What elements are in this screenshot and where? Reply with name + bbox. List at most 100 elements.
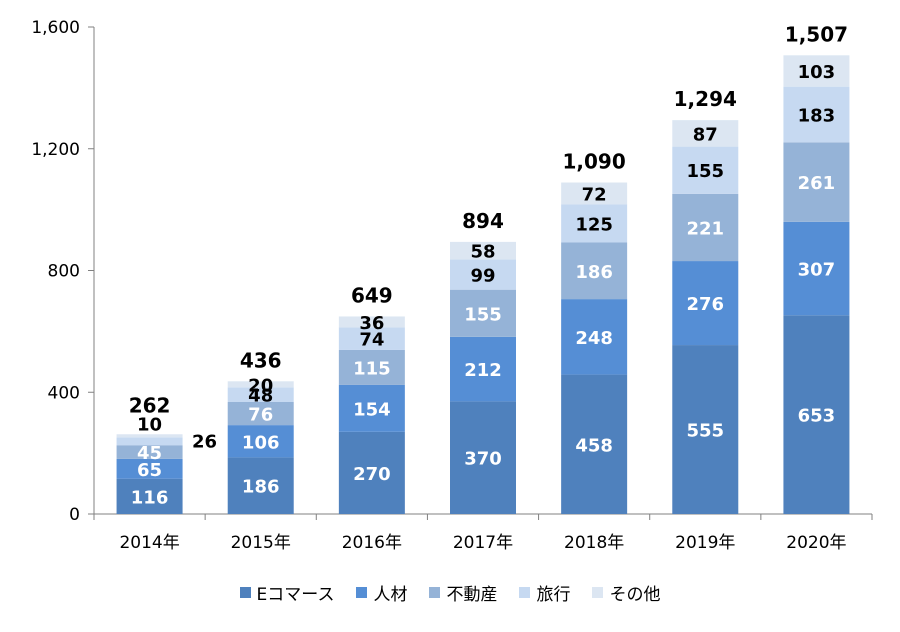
- data-label: 248: [575, 328, 613, 349]
- y-tick-label: 1,600: [31, 18, 80, 38]
- bar-segment: [116, 434, 183, 438]
- data-label: 45: [137, 443, 162, 464]
- legend-item: Eコマース: [239, 580, 334, 605]
- bar-segment: [116, 478, 183, 514]
- data-label: 26: [192, 431, 217, 452]
- data-label: 155: [686, 161, 724, 182]
- legend: Eコマース 人材 不動産 旅行 その他: [0, 578, 900, 606]
- bar-segment: [116, 458, 183, 479]
- legend-item: 人材: [356, 580, 407, 605]
- total-label: 1,090: [563, 150, 626, 174]
- y-tick-label: 400: [48, 383, 80, 403]
- legend-swatch: [592, 586, 604, 598]
- legend-label: 不動産: [446, 584, 498, 605]
- data-label: 555: [686, 421, 724, 442]
- bar-segment: [227, 381, 294, 388]
- bar-segment: [561, 374, 628, 514]
- x-tick-label: 2014年: [119, 533, 179, 553]
- data-label: 106: [242, 432, 280, 453]
- legend-label: その他: [609, 584, 661, 605]
- bar-segment: [116, 437, 183, 446]
- bar-segment: [672, 146, 739, 194]
- bar-segment: [227, 401, 294, 426]
- data-label: 58: [470, 242, 495, 263]
- data-label: 186: [242, 477, 280, 498]
- bar-segment: [338, 327, 405, 350]
- y-tick-label: 0: [69, 505, 80, 525]
- bar-segment: [338, 431, 405, 514]
- x-tick-label: 2019年: [675, 533, 735, 553]
- x-tick-label: 2015年: [231, 533, 291, 553]
- y-tick-label: 1,200: [31, 140, 80, 160]
- legend-swatch: [519, 586, 531, 598]
- bar-segment: [561, 299, 628, 375]
- bar-segment: [338, 349, 405, 385]
- legend-swatch: [429, 586, 441, 598]
- data-label: 20: [248, 375, 273, 396]
- data-label: 307: [798, 260, 836, 281]
- bar-segment: [561, 204, 628, 243]
- data-label: 458: [575, 435, 613, 456]
- x-tick-label: 2016年: [342, 533, 402, 553]
- x-tick-label: 2017年: [453, 533, 513, 553]
- bar-segment: [783, 315, 850, 514]
- bar-segment: [561, 242, 628, 300]
- total-label: 894: [462, 209, 504, 233]
- legend-swatch: [239, 586, 251, 598]
- bar-segment: [783, 55, 850, 87]
- data-label: 186: [575, 262, 613, 283]
- data-label: 65: [137, 460, 162, 481]
- data-label: 87: [693, 124, 718, 145]
- data-label: 261: [798, 173, 836, 194]
- data-label: 221: [686, 218, 724, 239]
- total-label: 1,507: [785, 22, 848, 46]
- data-label: 74: [359, 330, 384, 351]
- y-tick-label: 800: [48, 262, 80, 282]
- x-tick-label: 2018年: [564, 533, 624, 553]
- data-label: 36: [359, 313, 384, 334]
- bar-segment: [338, 316, 405, 328]
- bar-segment: [450, 401, 516, 514]
- data-label: 155: [464, 304, 502, 325]
- data-label: 276: [686, 294, 724, 315]
- data-label: 99: [470, 266, 495, 287]
- data-label: 270: [353, 464, 391, 485]
- total-label: 436: [240, 348, 282, 372]
- bar-segment: [672, 193, 739, 262]
- bar-segment: [783, 142, 850, 222]
- data-label: 125: [575, 214, 613, 235]
- data-label: 653: [798, 406, 836, 427]
- data-label: 10: [137, 414, 162, 435]
- bar-segment: [227, 457, 294, 514]
- total-label: 649: [351, 283, 393, 307]
- x-tick-label: 2020年: [786, 533, 846, 553]
- bar-segment: [450, 241, 516, 260]
- bar-segment: [672, 345, 739, 514]
- data-label: 154: [353, 399, 391, 420]
- bar-segment: [783, 221, 850, 316]
- bar-segment: [338, 384, 405, 432]
- bar-segment: [783, 86, 850, 143]
- data-label: 183: [798, 106, 836, 127]
- data-label: 115: [353, 358, 391, 379]
- data-label: 76: [248, 405, 273, 426]
- bar-segment: [561, 182, 628, 205]
- bar-segment: [450, 259, 516, 290]
- data-label: 370: [464, 449, 502, 470]
- legend-item: 不動産: [429, 580, 497, 605]
- data-label: 72: [582, 184, 607, 205]
- bar-segment: [450, 336, 516, 402]
- bar-segment: [450, 289, 516, 337]
- legend-label: 旅行: [536, 584, 571, 605]
- bar-segment: [116, 445, 183, 459]
- data-label: 212: [464, 360, 502, 381]
- bar-segment: [672, 261, 739, 346]
- bar-segment: [227, 387, 294, 402]
- bar-segment: [672, 120, 739, 147]
- data-label: 48: [248, 386, 273, 407]
- legend-item: 旅行: [519, 580, 570, 605]
- total-label: 262: [129, 393, 171, 417]
- data-label: 116: [131, 487, 169, 508]
- total-label: 1,294: [674, 87, 737, 111]
